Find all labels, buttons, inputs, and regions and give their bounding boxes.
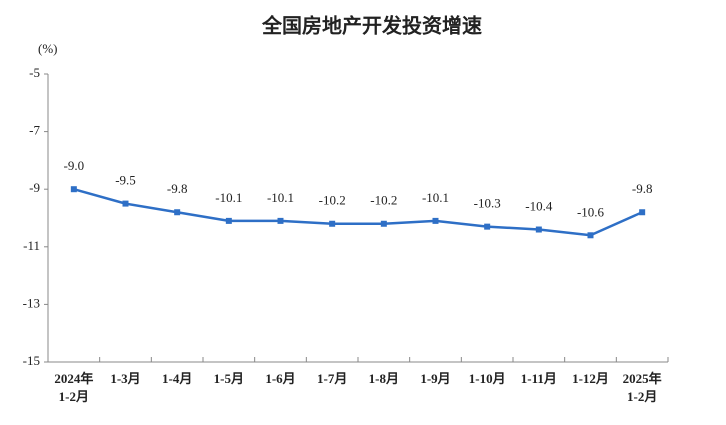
y-tick-label: -13 — [23, 295, 40, 310]
data-label: -10.1 — [267, 190, 294, 205]
x-tick-label: 1-11月 — [521, 371, 557, 386]
line — [73, 187, 643, 237]
marker — [225, 217, 232, 224]
x-tick-label: 1-9月 — [420, 371, 450, 386]
data-label: -10.1 — [422, 190, 449, 205]
marker — [587, 232, 594, 239]
y-tick-label: -7 — [29, 123, 40, 138]
data-label: -10.2 — [370, 193, 397, 208]
data-label: -9.8 — [632, 181, 653, 196]
data-label: -10.3 — [474, 196, 501, 211]
x-tick-label: 2024年 1-2月 — [54, 371, 93, 404]
x-tick-label: 1-6月 — [265, 371, 295, 386]
marker — [122, 200, 129, 207]
data-label: -10.1 — [215, 190, 242, 205]
x-tick-label: 1-4月 — [162, 371, 192, 386]
x-tick-label: 2025年 1-2月 — [623, 371, 662, 404]
marker — [70, 186, 77, 193]
y-tick-label: -15 — [23, 353, 40, 368]
x-tick-label: 1-7月 — [317, 371, 347, 386]
x-tick-label: 1-12月 — [572, 371, 609, 386]
data-label: -10.2 — [319, 193, 346, 208]
y-tick-label: -9 — [29, 180, 40, 195]
x-tick-label: 1-5月 — [214, 371, 244, 386]
marker — [329, 220, 336, 227]
marker — [535, 226, 542, 233]
data-label: -9.8 — [167, 181, 188, 196]
data-label: -9.5 — [115, 173, 136, 188]
x-tick-label: 1-3月 — [110, 371, 140, 386]
marker — [277, 217, 284, 224]
marker — [174, 209, 181, 216]
marker — [484, 223, 491, 230]
data-label: -10.6 — [577, 204, 605, 219]
y-tick-label: -11 — [23, 238, 40, 253]
y-tick-label: -5 — [29, 65, 40, 80]
marker — [432, 217, 439, 224]
x-tick-label: 1-8月 — [369, 371, 399, 386]
chart-title: 全国房地产开发投资增速 — [261, 14, 482, 38]
x-tick-label: 1-10月 — [469, 371, 506, 386]
data-label: -9.0 — [64, 158, 85, 173]
marker — [380, 220, 387, 227]
marker — [639, 209, 646, 216]
data-label: -10.4 — [525, 199, 553, 214]
y-axis-label: (%) — [38, 41, 58, 56]
